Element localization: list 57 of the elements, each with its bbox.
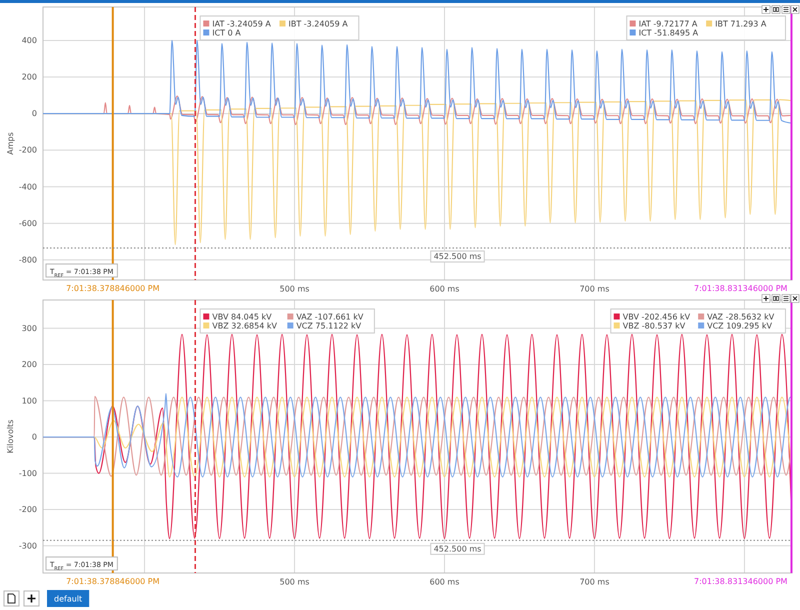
y-tick-label: 100 bbox=[22, 396, 37, 406]
annotation: 32.6854 kV bbox=[228, 322, 278, 330]
y-tick-label: -200 bbox=[18, 505, 37, 514]
annotation: 75.1122 kV bbox=[312, 322, 362, 330]
text: 7:01:38.831346000 PM bbox=[694, 577, 788, 586]
legend-label: VBZ bbox=[212, 322, 230, 330]
y-tick-label: 0 bbox=[32, 109, 37, 118]
x-tick-label: 600 ms bbox=[430, 284, 460, 294]
annotation: -9.72177 A bbox=[650, 20, 698, 28]
text: 7:01:38.378846000 PM bbox=[66, 284, 160, 293]
y-tick-label: 200 bbox=[22, 360, 37, 370]
x-tick-label: 700 ms bbox=[580, 284, 610, 294]
text: 7:01:38.378846000 PM bbox=[66, 577, 160, 586]
text: VBZ bbox=[622, 322, 640, 330]
text: VCZ bbox=[707, 322, 724, 330]
y-tick-label: -400 bbox=[18, 182, 37, 192]
text: ICT bbox=[638, 28, 652, 38]
ref-line-label: 452.500 ms bbox=[434, 544, 482, 554]
annotation: -202.456 kV bbox=[638, 312, 691, 322]
ref-line-label: 452.500 ms bbox=[434, 252, 482, 261]
text: IAT bbox=[638, 20, 651, 28]
legend-label: ICT bbox=[212, 28, 226, 38]
y-tick-label: 200 bbox=[22, 72, 37, 82]
y-tick-label: -300 bbox=[18, 541, 37, 550]
y-tick-label: 300 bbox=[22, 324, 37, 333]
y-tick-label: -100 bbox=[18, 468, 37, 478]
legend-label: IAT bbox=[212, 20, 224, 28]
annotation: -28.5632 kV bbox=[723, 312, 775, 322]
annotation: -3.24059 A bbox=[301, 20, 348, 28]
annotation: -3.24059 A bbox=[224, 20, 272, 28]
x-tick-label: 500 ms bbox=[280, 284, 310, 294]
y-tick-label: -200 bbox=[18, 146, 37, 155]
text: VAZ bbox=[707, 312, 724, 322]
y-tick-label: -800 bbox=[18, 255, 37, 264]
x-tick-label: 600 ms bbox=[430, 578, 460, 587]
annotation: 0 A bbox=[225, 28, 242, 38]
text: VBV bbox=[622, 312, 639, 322]
annotation: 109.295 kV bbox=[724, 322, 772, 330]
text: IBT bbox=[715, 20, 728, 28]
legend-label: VBV bbox=[212, 312, 229, 322]
annotation: -107.661 kV bbox=[312, 312, 364, 322]
y-tick-label: 0 bbox=[32, 432, 37, 442]
y-tick-label: 400 bbox=[22, 36, 37, 46]
text: default bbox=[54, 594, 82, 604]
text: 7:01:38.831346000 PM bbox=[694, 284, 788, 293]
y-tick-label: -600 bbox=[18, 218, 37, 228]
annotation: 71.293 A bbox=[728, 20, 767, 28]
legend-label: IBT bbox=[288, 20, 302, 28]
legend-label: VAZ bbox=[296, 312, 313, 322]
x-tick-label: 500 ms bbox=[280, 578, 310, 587]
x-tick-label: 700 ms bbox=[580, 578, 610, 587]
y-axis-title: Amps bbox=[6, 132, 15, 155]
y-axis-title: Kilovolts bbox=[6, 420, 15, 454]
annotation: -80.537 kV bbox=[639, 322, 686, 330]
annotation: 84.045 kV bbox=[228, 312, 272, 322]
annotation: -51.8495 A bbox=[652, 28, 699, 38]
legend-label: VCZ bbox=[296, 322, 314, 330]
